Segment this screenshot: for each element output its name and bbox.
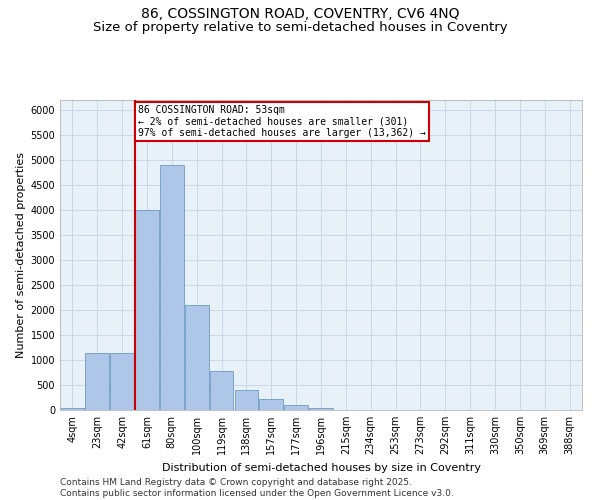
Bar xyxy=(259,398,283,410)
Bar xyxy=(110,352,134,410)
Bar xyxy=(235,390,258,410)
Bar xyxy=(284,404,308,410)
Text: 86 COSSINGTON ROAD: 53sqm
← 2% of semi-detached houses are smaller (301)
97% of : 86 COSSINGTON ROAD: 53sqm ← 2% of semi-d… xyxy=(139,105,426,138)
Bar xyxy=(210,371,233,410)
X-axis label: Distribution of semi-detached houses by size in Coventry: Distribution of semi-detached houses by … xyxy=(161,462,481,472)
Bar xyxy=(85,352,109,410)
Y-axis label: Number of semi-detached properties: Number of semi-detached properties xyxy=(16,152,26,358)
Bar xyxy=(185,305,209,410)
Bar xyxy=(309,408,333,410)
Text: Size of property relative to semi-detached houses in Coventry: Size of property relative to semi-detach… xyxy=(92,21,508,34)
Bar xyxy=(160,165,184,410)
Text: Contains HM Land Registry data © Crown copyright and database right 2025.
Contai: Contains HM Land Registry data © Crown c… xyxy=(60,478,454,498)
Text: 86, COSSINGTON ROAD, COVENTRY, CV6 4NQ: 86, COSSINGTON ROAD, COVENTRY, CV6 4NQ xyxy=(141,8,459,22)
Bar xyxy=(61,408,84,410)
Bar xyxy=(135,210,159,410)
